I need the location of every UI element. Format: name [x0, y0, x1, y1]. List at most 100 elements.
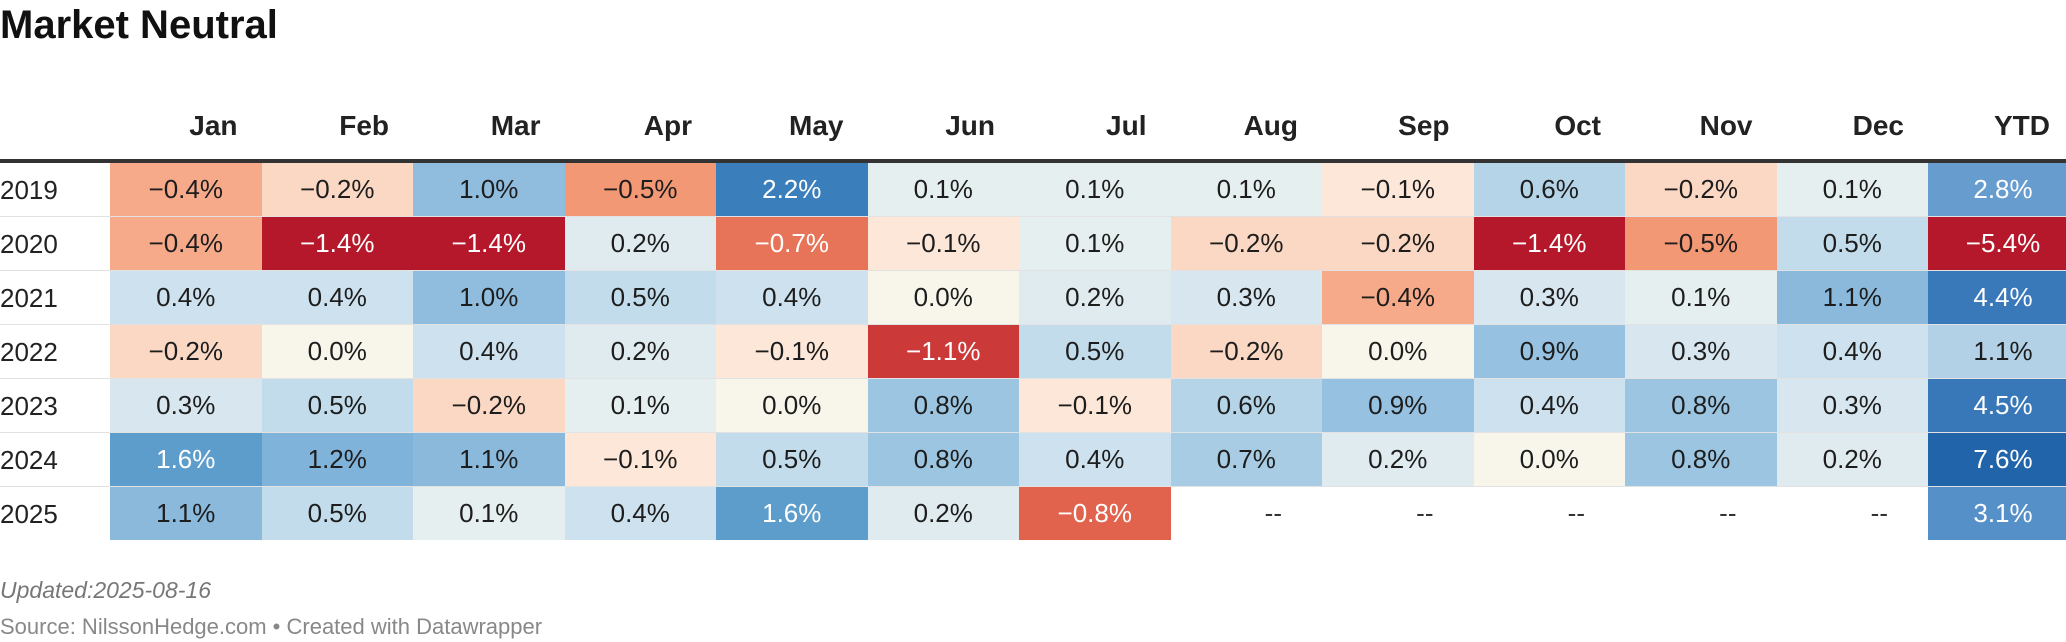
row-label-year: 2025: [0, 499, 58, 529]
heatmap-cell-ytd: 2.8%: [1928, 163, 2066, 216]
heatmap-cell: 0.5%: [1776, 217, 1928, 270]
heatmap-cell: --: [1870, 498, 1888, 528]
heatmap-cell: 0.4%: [716, 271, 868, 324]
heatmap-cell: 0.1%: [867, 163, 1019, 216]
heatmap-cell: 0.5%: [261, 379, 413, 432]
heatmap-cell-ytd: 4.4%: [1928, 271, 2066, 324]
row-label-year: 2022: [0, 337, 58, 367]
header-divider: [0, 159, 2066, 163]
heatmap-cell: 0.4%: [110, 271, 262, 324]
heatmap-cell: 0.2%: [1322, 433, 1474, 486]
heatmap-cell: −0.2%: [1322, 217, 1474, 270]
heatmap-cell: 0.0%: [867, 271, 1019, 324]
heatmap-cell: −0.1%: [564, 433, 716, 486]
heatmap-cell: −0.2%: [110, 325, 262, 378]
table-row: 2020 −0.4% −1.4% −1.4% 0.2% −0.7% −0.1% 0.1% −0.…: [0, 217, 2066, 271]
heatmap-cell: 0.2%: [867, 487, 1019, 540]
heatmap-cell: −1.4%: [1473, 217, 1625, 270]
heatmap-cell: 0.5%: [261, 487, 413, 540]
table-row: 2024 1.6% 1.2% 1.1% −0.1% 0.5% 0.8% 0.4% 0.7% 0.2…: [0, 433, 2066, 487]
heatmap-cell: 0.6%: [1473, 163, 1625, 216]
heatmap-cell: 0.1%: [564, 379, 716, 432]
row-label-year: 2024: [0, 445, 58, 475]
heatmap-cell: 0.1%: [1170, 163, 1322, 216]
heatmap-cell: 0.0%: [1322, 325, 1474, 378]
heatmap-cell: 1.0%: [413, 163, 565, 216]
heatmap-cell: 0.3%: [1625, 325, 1777, 378]
heatmap-cell: 1.0%: [413, 271, 565, 324]
column-header-jul: Jul: [1106, 110, 1147, 141]
heatmap-cell: 1.2%: [261, 433, 413, 486]
heatmap-cell: 0.8%: [1625, 433, 1777, 486]
column-header-sep: Sep: [1398, 110, 1450, 141]
heatmap-cell: 0.9%: [1473, 325, 1625, 378]
heatmap-cell-ytd: 4.5%: [1928, 379, 2066, 432]
column-header-dec: Dec: [1852, 110, 1904, 141]
heatmap-cell: 0.4%: [1473, 379, 1625, 432]
heatmap-cell: −0.8%: [1019, 487, 1171, 540]
heatmap-cell: 0.2%: [1776, 433, 1928, 486]
heatmap-cell: 0.6%: [1170, 379, 1322, 432]
heatmap-cell-ytd: 1.1%: [1928, 325, 2066, 378]
heatmap-cell-ytd: −5.4%: [1928, 217, 2066, 270]
heatmap-cell: −0.4%: [110, 217, 262, 270]
heatmap-cell: −1.1%: [867, 325, 1019, 378]
heatmap-cell: 0.5%: [716, 433, 868, 486]
table-row: 2019 −0.4% −0.2% 1.0% −0.5% 2.2% 0.1% 0.1% 0.1% −…: [0, 163, 2066, 217]
table-row: 2022 −0.2% 0.0% 0.4% 0.2% −0.1% −1.1% 0.5% −0.2%…: [0, 325, 2066, 379]
heatmap-cell: 0.8%: [1625, 379, 1777, 432]
heatmap-cell-ytd: 7.6%: [1928, 433, 2066, 486]
heatmap-cell: 0.1%: [1776, 163, 1928, 216]
heatmap-cell: 0.4%: [261, 271, 413, 324]
heatmap-cell: −0.4%: [110, 163, 262, 216]
heatmap-cell: −0.2%: [261, 163, 413, 216]
chart-title: Market Neutral: [0, 3, 278, 47]
column-header-feb: Feb: [339, 110, 389, 141]
updated-note: Updated:2025-08-16: [0, 577, 211, 603]
heatmap-cell: 0.4%: [1019, 433, 1171, 486]
column-header-oct: Oct: [1554, 110, 1601, 141]
heatmap-cell: 0.8%: [867, 433, 1019, 486]
heatmap-cell: --: [1416, 498, 1434, 528]
column-header-aug: Aug: [1243, 110, 1298, 141]
heatmap-cell: −0.1%: [1019, 379, 1171, 432]
table-body: 2019 −0.4% −0.2% 1.0% −0.5% 2.2% 0.1% 0.1% 0.1% −…: [0, 163, 2066, 541]
column-header-may: May: [789, 110, 844, 141]
heatmap-cell: 1.1%: [1776, 271, 1928, 324]
heatmap-cell: −1.4%: [413, 217, 565, 270]
heatmap-cell: 0.1%: [413, 487, 565, 540]
table-row: 2021 0.4% 0.4% 1.0% 0.5% 0.4% 0.0% 0.2% 0.3% −0.4…: [0, 271, 2066, 325]
heatmap-cell: 0.1%: [1625, 271, 1777, 324]
heatmap-cell-ytd: 3.1%: [1928, 487, 2066, 540]
heatmap-cell: −0.2%: [1625, 163, 1777, 216]
heatmap-cell: 1.6%: [716, 487, 868, 540]
heatmap-cell: 0.3%: [110, 379, 262, 432]
heatmap-cell: 0.0%: [1473, 433, 1625, 486]
heatmap-cell: −0.1%: [1322, 163, 1474, 216]
heatmap-cell: 0.8%: [867, 379, 1019, 432]
heatmap-cell: −0.2%: [413, 379, 565, 432]
row-label-year: 2023: [0, 391, 58, 421]
heatmap-cell: --: [1264, 498, 1282, 528]
heatmap-cell: 0.3%: [1776, 379, 1928, 432]
heatmap-cell: --: [1567, 498, 1585, 528]
heatmap-cell: −1.4%: [261, 217, 413, 270]
table-row: 2023 0.3% 0.5% −0.2% 0.1% 0.0% 0.8% −0.1% 0.6% 0.…: [0, 379, 2066, 433]
heatmap-cell: 0.4%: [1776, 325, 1928, 378]
heatmap-cell: 0.4%: [413, 325, 565, 378]
heatmap-cell: 0.0%: [261, 325, 413, 378]
heatmap-cell: 1.1%: [413, 433, 565, 486]
column-header-ytd: YTD: [1994, 110, 2050, 141]
heatmap-cell: 0.9%: [1322, 379, 1474, 432]
heatmap-cell: 0.3%: [1473, 271, 1625, 324]
heatmap-cell: --: [1719, 498, 1737, 528]
heatmap-table: Jan Feb Mar Apr May Jun Jul Aug Sep Oct Nov Dec YTD …: [0, 93, 2066, 540]
heatmap-cell: 0.7%: [1170, 433, 1322, 486]
column-header-mar: Mar: [490, 110, 541, 141]
header-row: Jan Feb Mar Apr May Jun Jul Aug Sep Oct Nov Dec YTD: [0, 93, 2066, 159]
heatmap-cell: −0.7%: [716, 217, 868, 270]
column-header-jun: Jun: [945, 110, 995, 141]
heatmap-cell: −0.5%: [564, 163, 716, 216]
heatmap-cell: 0.2%: [564, 217, 716, 270]
column-header-nov: Nov: [1699, 110, 1753, 141]
